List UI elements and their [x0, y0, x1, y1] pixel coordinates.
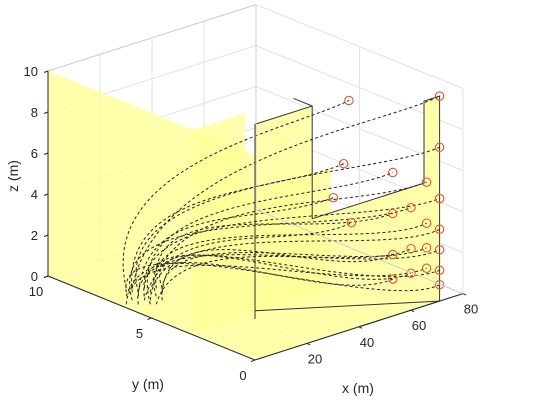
target-marker	[388, 167, 398, 178]
z-tick-label: 10	[24, 64, 38, 79]
trajectory-curve	[153, 222, 427, 297]
trajectory-curve	[125, 264, 427, 305]
target-marker	[406, 268, 416, 279]
x-tick	[306, 342, 311, 346]
z-tick-label: 8	[31, 105, 38, 120]
z-tick	[43, 111, 49, 114]
y-tick	[147, 317, 152, 320]
y-axis-label: y (m)	[132, 376, 164, 392]
target-marker	[328, 192, 339, 203]
trajectory-curve	[149, 181, 427, 293]
target-marker	[434, 279, 445, 290]
target-marker	[344, 95, 354, 106]
wall-base-edge	[254, 300, 440, 312]
target-marker	[434, 265, 445, 276]
z-tick	[43, 193, 49, 196]
z-axis-label: z (m)	[5, 160, 21, 192]
trajectories	[122, 95, 440, 305]
z-tick	[43, 234, 49, 237]
target-marker	[434, 142, 445, 153]
x-tick	[462, 293, 467, 296]
trajectory-curve	[155, 249, 440, 305]
y-tick	[250, 359, 256, 362]
trajectory-curve	[135, 146, 440, 293]
target-marker	[406, 202, 416, 213]
target-marker	[338, 158, 349, 169]
target-marker	[421, 218, 432, 228]
target-marker	[434, 91, 445, 101]
box-edge	[47, 4, 257, 72]
target-marker	[421, 243, 432, 253]
box-edge	[255, 209, 464, 295]
y-tick-label: 0	[239, 368, 246, 383]
target-marker	[421, 263, 432, 274]
wall-edge	[293, 97, 313, 107]
target-marker	[388, 249, 398, 260]
trajectory-curve	[143, 254, 412, 289]
target-marker	[421, 177, 432, 187]
x-tick-label: 80	[464, 302, 478, 317]
target-marker	[388, 274, 398, 284]
z-tick	[43, 70, 49, 73]
target-marker	[388, 208, 398, 219]
x-tick	[410, 309, 415, 313]
z-tick	[43, 152, 49, 155]
trajectory-curve	[155, 213, 393, 289]
x-tick-label: 40	[360, 335, 374, 350]
trajectory-curve	[143, 198, 440, 297]
z-tick-label: 2	[31, 228, 38, 243]
trajectory-curve	[161, 249, 394, 293]
z-tick	[43, 275, 49, 278]
trajectory-curve	[143, 222, 352, 301]
trajectory-curve	[125, 262, 393, 297]
trajectory-curve	[159, 254, 440, 289]
front-wall	[255, 96, 440, 360]
trajectory-curve	[129, 207, 412, 301]
trajectory-curve	[122, 100, 350, 289]
z-tick-label: 4	[31, 187, 38, 202]
trajectory-curve	[161, 247, 427, 301]
y-tick-label: 10	[29, 284, 43, 299]
target-marker	[346, 217, 357, 228]
trajectory-curve	[131, 95, 440, 289]
target-marker	[434, 224, 445, 235]
axis-lines	[47, 4, 464, 361]
target-marker	[406, 243, 416, 254]
trajectory-curve	[125, 262, 440, 293]
trajectory-curve	[137, 248, 412, 305]
target-marker	[434, 245, 445, 255]
target-markers	[328, 91, 445, 290]
trajectory-curve	[131, 163, 344, 293]
x-tick	[358, 326, 363, 329]
x-tick-label: 20	[308, 351, 322, 366]
x-tick-label: 60	[412, 318, 426, 333]
target-marker	[434, 193, 445, 204]
front-wall-outline	[254, 95, 441, 328]
trajectory-curve	[137, 197, 334, 297]
trajectory-curve	[149, 228, 440, 301]
z-tick-label: 0	[31, 269, 38, 284]
y-tick-label: 5	[136, 326, 143, 341]
x-axis-label: x (m)	[342, 380, 374, 396]
z-tick-label: 6	[31, 146, 38, 161]
